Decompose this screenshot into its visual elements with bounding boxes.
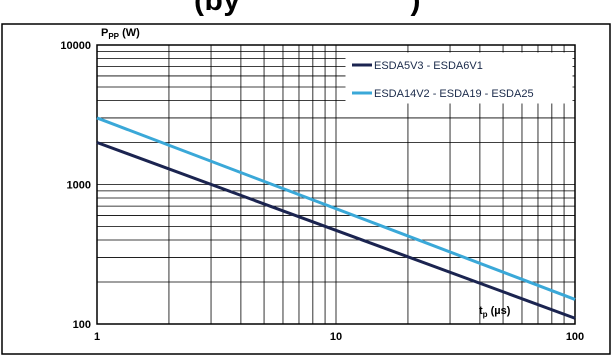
- y-axis-label: PPP (W): [101, 27, 140, 41]
- series-lines: [96, 116, 576, 320]
- series-line-0: [96, 141, 576, 320]
- x-axis-label: tp (µs): [479, 305, 511, 319]
- x-tick-label: 1: [94, 331, 100, 343]
- x-tick-label: 10: [330, 331, 342, 343]
- legend-label-esda14v2: ESDA14V2 - ESDA19 - ESDA25: [374, 88, 534, 100]
- y-tick-label: 100: [73, 319, 91, 331]
- x-tick-label: 100: [566, 331, 584, 343]
- y-axis-label-sub: PP: [108, 32, 119, 41]
- chart-title-fragment: (by ): [194, 0, 421, 18]
- y-axis-label-main: P: [101, 27, 108, 39]
- y-axis-label-unit: (W): [119, 27, 140, 39]
- title-fragment-start: (by: [194, 0, 241, 17]
- y-tick-label: 10000: [60, 40, 91, 52]
- y-tick-label: 1000: [67, 180, 91, 192]
- legend-label-esda5v3: ESDA5V3 - ESDA6V1: [374, 60, 483, 72]
- legend-box: [345, 52, 573, 104]
- grid-lines: [97, 45, 575, 324]
- x-axis-label-unit: (µs): [488, 305, 511, 317]
- tick-labels: 1 10 100 100 1000 10000: [60, 40, 584, 343]
- x-axis-label-sub: p: [483, 310, 488, 319]
- legend: ESDA5V3 - ESDA6V1 ESDA14V2 - ESDA19 - ES…: [345, 52, 573, 104]
- series-line-1: [96, 116, 576, 301]
- title-fragment-end: ): [410, 0, 421, 17]
- x-axis-label-main: t: [479, 305, 483, 317]
- plot-frame: [96, 44, 576, 325]
